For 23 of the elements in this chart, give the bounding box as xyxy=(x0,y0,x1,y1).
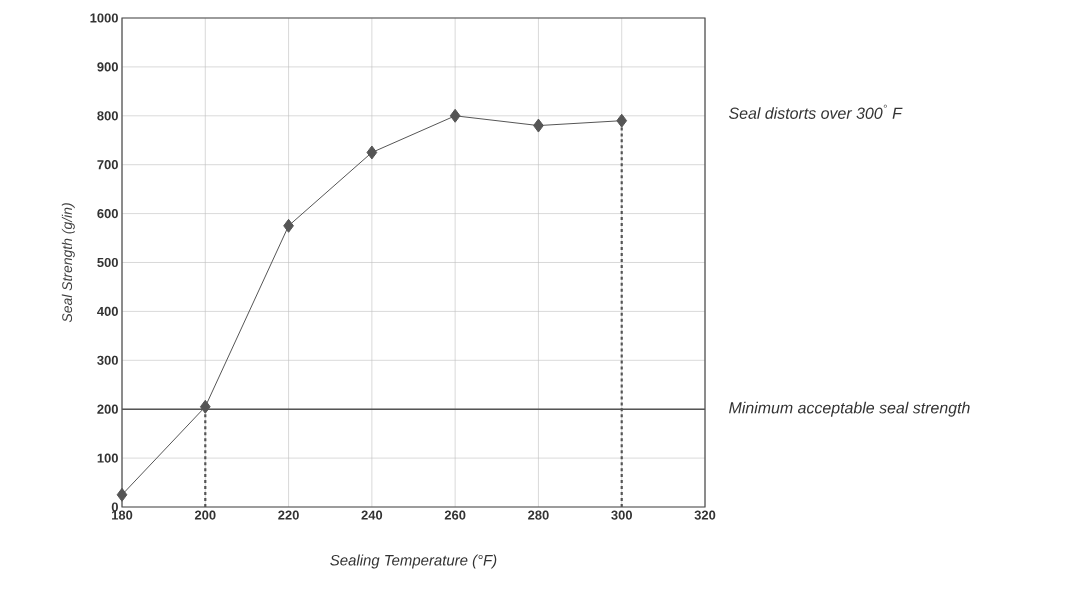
x-tick-label: 240 xyxy=(361,510,383,520)
x-tick-label: 200 xyxy=(194,510,216,520)
y-tick-label: 400 xyxy=(97,306,118,316)
y-axis-title: Seal Strength (g/in) xyxy=(61,203,75,323)
y-tick-label: 900 xyxy=(97,62,118,72)
y-tick-label: 700 xyxy=(97,160,118,170)
x-tick-label: 300 xyxy=(611,510,632,520)
y-tick-label: 200 xyxy=(97,404,118,414)
y-tick-label: 100 xyxy=(97,453,118,463)
y-tick-label: 500 xyxy=(97,257,118,268)
x-tick-label: 260 xyxy=(444,510,466,520)
x-tick-label: 180 xyxy=(112,510,133,520)
ref-line-label: Minimum acceptable seal strength xyxy=(729,401,970,417)
text: Seal distorts over 300$^{°}$ F xyxy=(728,104,903,119)
x-tick-label: 320 xyxy=(694,510,716,520)
y-tick-label: 300 xyxy=(97,355,118,365)
y-tick-label: 1000 xyxy=(90,13,118,23)
x-axis-title: Sealing Temperature (°F) xyxy=(330,554,497,569)
x-tick-label: 220 xyxy=(278,510,299,520)
y-tick-label: 800 xyxy=(97,111,118,121)
y-tick-label: 0 xyxy=(111,502,118,512)
y-tick-label: 600 xyxy=(97,209,118,219)
x-tick-label: 280 xyxy=(528,510,549,520)
